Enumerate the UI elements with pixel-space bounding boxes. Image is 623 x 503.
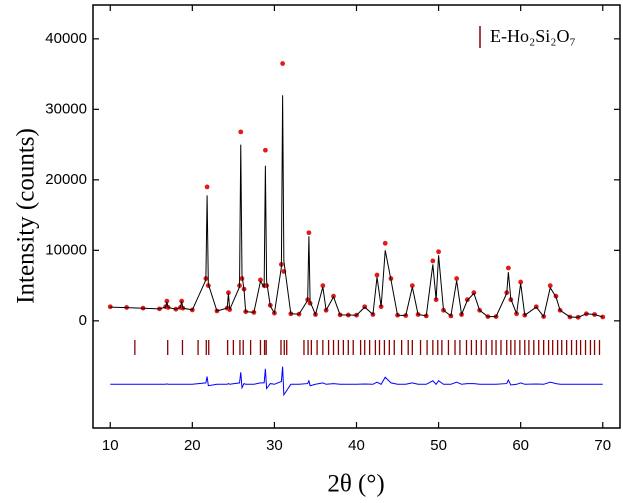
series-line — [110, 366, 603, 397]
observed-point — [262, 147, 268, 153]
y-tick-label: 30000 — [45, 100, 87, 117]
y-tick-label: 0 — [79, 312, 87, 329]
observed-point — [164, 298, 170, 304]
x-tick-label: 60 — [512, 437, 529, 454]
y-axis-title: Intensity (counts) — [13, 128, 40, 304]
x-tick-label: 20 — [184, 437, 201, 454]
observed-point — [280, 61, 286, 66]
observed-point — [600, 314, 606, 320]
legend-label: E-Ho₂Si₂O₇ — [490, 26, 576, 46]
y-tick-label: 40000 — [45, 30, 87, 47]
observed-point — [518, 279, 524, 285]
observed-point — [374, 272, 380, 278]
observed-point — [179, 298, 185, 304]
y-tick-label: 10000 — [45, 241, 87, 258]
observed-point — [107, 304, 113, 310]
observed-point — [436, 249, 441, 255]
x-tick-label: 10 — [102, 437, 119, 454]
observed-point — [238, 129, 244, 135]
observed-point — [454, 276, 460, 281]
x-axis-title: 2θ (°) — [327, 471, 384, 498]
x-tick-label: 30 — [266, 437, 283, 454]
observed-point — [382, 240, 388, 246]
x-tick-label: 40 — [348, 437, 365, 454]
observed-point — [306, 230, 312, 236]
series-line — [110, 95, 603, 318]
observed-point — [409, 283, 415, 288]
observed-point — [258, 277, 263, 283]
observed-point — [320, 283, 326, 288]
observed-point — [226, 290, 231, 296]
plot-frame — [92, 4, 621, 429]
observed-point — [204, 184, 210, 190]
observed-point — [547, 283, 553, 288]
observed-point — [505, 265, 511, 271]
x-tick-label: 70 — [594, 437, 611, 454]
y-tick-label: 20000 — [45, 171, 87, 188]
x-tick-label: 50 — [430, 437, 447, 454]
observed-point — [430, 258, 436, 264]
